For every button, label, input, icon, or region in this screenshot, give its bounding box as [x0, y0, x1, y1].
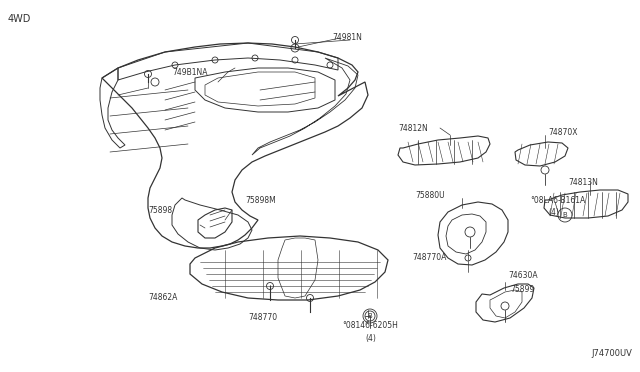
Text: 748770: 748770: [248, 314, 277, 323]
Text: B: B: [563, 212, 568, 218]
Text: 74870X: 74870X: [548, 128, 577, 137]
Text: J74700UV: J74700UV: [591, 349, 632, 358]
Text: 74862A: 74862A: [148, 294, 177, 302]
Text: 74812N: 74812N: [398, 124, 428, 132]
Text: 749B1NA: 749B1NA: [172, 67, 207, 77]
Text: 74813N: 74813N: [568, 177, 598, 186]
Text: °08LA6-B161A: °08LA6-B161A: [530, 196, 585, 205]
Text: 4WD: 4WD: [8, 14, 31, 24]
Text: 748770A: 748770A: [412, 253, 446, 263]
Text: 75898M: 75898M: [245, 196, 276, 205]
Text: 74981N: 74981N: [332, 32, 362, 42]
Text: (4): (4): [365, 334, 376, 343]
Text: (4): (4): [548, 208, 559, 217]
Text: 74630A: 74630A: [508, 270, 538, 279]
Text: 75880U: 75880U: [415, 190, 445, 199]
Text: B: B: [367, 313, 372, 319]
Text: 75899: 75899: [510, 285, 534, 295]
Text: °08146-6205H: °08146-6205H: [342, 321, 398, 330]
Text: 75898: 75898: [148, 205, 172, 215]
